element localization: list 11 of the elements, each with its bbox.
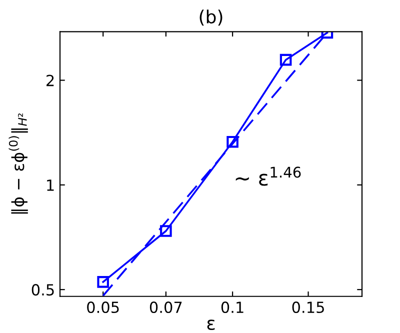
annotation: ~ ε$^{1.46}$ bbox=[236, 166, 301, 186]
y-tick-label: 0.5 bbox=[32, 284, 54, 296]
x-tick-label: 0.05 bbox=[87, 302, 119, 314]
chart-title: (b) bbox=[200, 10, 222, 26]
y-tick-label: 2 bbox=[46, 74, 54, 86]
y-tick-label: 1 bbox=[47, 180, 54, 191]
x-axis-title: ε bbox=[207, 320, 215, 330]
x-tick-label: 0.1 bbox=[221, 302, 244, 314]
x-tick-label: 0.15 bbox=[292, 302, 324, 314]
y-axis-title: ‖ϕ − εϕ$^{(0)}$‖$_{H²}$ bbox=[8, 114, 28, 214]
x-tick-label: 0.07 bbox=[150, 302, 182, 314]
